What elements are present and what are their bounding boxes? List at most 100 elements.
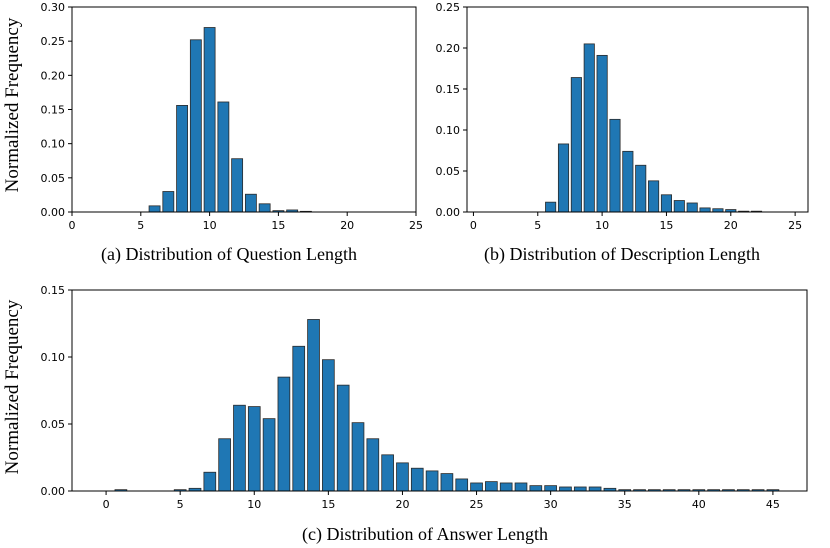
chart-a-bar — [189, 39, 202, 213]
chart-a-caption: (a) Distribution of Question Length — [101, 244, 357, 265]
chart-b-xtick-label: 10 — [595, 219, 609, 232]
chart-b-caption: (b) Distribution of Description Length — [484, 244, 760, 265]
chart-b-bar — [660, 194, 672, 213]
chart-b-xtick-label: 0 — [470, 219, 477, 232]
chart-c-bar — [455, 478, 469, 492]
chart-c-bar — [544, 485, 557, 492]
chart-c-bar — [514, 482, 528, 492]
chart-c-ytick-label: 0.00 — [41, 485, 66, 498]
chart-c-bar — [322, 359, 335, 492]
chart-c-bar — [277, 376, 291, 492]
chart-c-xtick-label: 45 — [766, 498, 780, 511]
chart-c-ytick-label: 0.05 — [41, 418, 66, 431]
chart-a-bar — [203, 27, 216, 213]
chart-b-bar — [557, 143, 570, 213]
chart-c-xtick-label: 40 — [692, 498, 706, 511]
chart-c-bar — [381, 454, 394, 492]
chart-a-bar — [148, 205, 161, 213]
chart-b-bar — [686, 202, 698, 213]
chart-c-xtick-label: 25 — [470, 498, 484, 511]
chart-a-bar — [162, 191, 175, 213]
chart-c-bar — [233, 404, 246, 492]
chart-c-xtick-label: 20 — [395, 498, 409, 511]
chart-a-xtick-label: 5 — [137, 219, 144, 232]
chart-b-ytick-label: 0.25 — [436, 1, 461, 14]
chart-a-ytick-label: 0.00 — [41, 206, 66, 219]
chart-c-xtick-label: 5 — [177, 498, 184, 511]
chart-c-bar — [410, 467, 424, 492]
chart-a-ytick-label: 0.05 — [41, 172, 66, 185]
chart-b-ytick-label: 0.20 — [436, 42, 461, 55]
chart-b-bar — [699, 207, 711, 213]
chart-b-bar — [648, 180, 660, 213]
chart-b-frame — [466, 6, 809, 213]
chart-c-xtick-label: 35 — [618, 498, 632, 511]
chart-c: 0 5 10 15 20 25 30 35 40 45 0.00 0.05 0.10 0.15 — [41, 284, 808, 511]
chart-a-bar — [231, 158, 244, 213]
chart-a-frame — [71, 6, 417, 213]
chart-c-bar — [559, 486, 572, 492]
chart-b-bar — [596, 54, 608, 213]
chart-b-xtick-label: 20 — [724, 219, 738, 232]
chart-c-bar — [351, 422, 365, 492]
chart-c-bar — [307, 319, 320, 492]
chart-a-xtick-label: 25 — [409, 219, 423, 232]
chart-b-ytick-label: 0.05 — [436, 165, 461, 178]
chart-c-bar — [470, 482, 483, 492]
chart-c-bar — [499, 482, 513, 492]
chart-b-ytick-label: 0.00 — [436, 206, 461, 219]
chart-b-bar — [583, 43, 595, 213]
chart-a-ytick-label: 0.25 — [41, 35, 66, 48]
chart-c-bar — [262, 418, 276, 492]
chart-c-xtick-label: 15 — [321, 498, 335, 511]
chart-b-bar — [673, 200, 685, 213]
chart-a-ytick-label: 0.30 — [41, 1, 66, 14]
chart-c-xtick-label: 10 — [247, 498, 261, 511]
chart-c-caption: (c) Distribution of Answer Length — [302, 524, 548, 545]
chart-c-bar — [588, 486, 602, 492]
chart-b-bar — [570, 77, 582, 213]
chart-a-ytick-label: 0.10 — [41, 138, 66, 151]
chart-a: 0 5 10 15 20 25 0.00 0.05 0.10 0.15 0.20 0.25 0.30 — [41, 1, 424, 232]
chart-c-bar — [396, 462, 409, 492]
chart-a-bar — [258, 203, 271, 213]
chart-c-bar — [292, 345, 306, 492]
chart-a-xtick-label: 20 — [340, 219, 354, 232]
chart-a-xtick-label: 0 — [69, 219, 76, 232]
chart-c-bar — [440, 473, 454, 492]
chart-c-frame — [71, 289, 808, 492]
chart-c-bar — [573, 486, 587, 492]
chart-c-bar — [529, 485, 543, 492]
ylabel-top: Normalized Frequency — [2, 17, 23, 192]
chart-c-bar — [485, 481, 498, 492]
chart-c-bar — [203, 471, 217, 492]
chart-c-ytick-label: 0.15 — [41, 284, 66, 297]
chart-b-bar — [609, 118, 621, 213]
chart-c-xtick-label: 30 — [544, 498, 558, 511]
chart-b-bar — [622, 150, 634, 213]
chart-a-xtick-label: 15 — [271, 219, 285, 232]
chart-c-xtick-label: 0 — [103, 498, 110, 511]
chart-c-bar — [336, 384, 350, 492]
chart-a-bar — [244, 193, 257, 213]
chart-c-bar — [366, 438, 380, 492]
chart-a-xtick-label: 10 — [203, 219, 217, 232]
chart-a-ytick-label: 0.20 — [41, 69, 66, 82]
chart-b-xtick-label: 5 — [534, 219, 541, 232]
chart-c-bar — [218, 438, 231, 492]
chart-c-ytick-label: 0.10 — [41, 351, 66, 364]
chart-b-xtick-label: 15 — [659, 219, 673, 232]
chart-b-ytick-label: 0.10 — [436, 124, 461, 137]
ylabel-bottom: Normalized Frequency — [2, 299, 23, 474]
chart-b-xtick-label: 25 — [788, 219, 802, 232]
chart-c-bar — [247, 406, 261, 492]
chart-a-ytick-label: 0.15 — [41, 104, 66, 117]
chart-b-ytick-label: 0.15 — [436, 83, 461, 96]
chart-a-bar — [217, 101, 230, 213]
chart-c-bar — [425, 470, 439, 492]
chart-a-bar — [176, 105, 188, 213]
chart-b-bar — [635, 164, 647, 213]
chart-b-bar — [545, 201, 557, 213]
chart-b: 0 5 10 15 20 25 0.00 0.05 0.10 0.15 0.20 0.25 — [436, 1, 809, 232]
